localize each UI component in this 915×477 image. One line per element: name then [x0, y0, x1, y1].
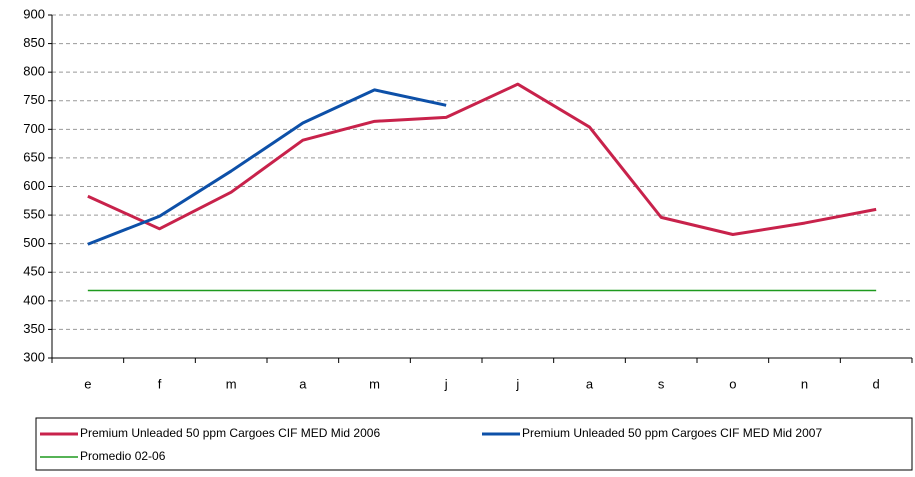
y-tick-label: 300: [23, 349, 45, 364]
x-tick-label: n: [801, 376, 808, 391]
y-tick-label: 550: [23, 207, 45, 222]
x-tick-label: m: [226, 376, 237, 391]
y-tick-label: 900: [23, 6, 45, 21]
x-tick-label: o: [729, 376, 736, 391]
y-tick-label: 600: [23, 178, 45, 193]
y-tick-label: 350: [23, 321, 45, 336]
x-tick-label: m: [369, 376, 380, 391]
legend-label: Premium Unleaded 50 ppm Cargoes CIF MED …: [80, 426, 380, 440]
legend-label: Premium Unleaded 50 ppm Cargoes CIF MED …: [522, 426, 822, 440]
y-tick-label: 750: [23, 92, 45, 107]
y-tick-label: 500: [23, 235, 45, 250]
y-tick-label: 400: [23, 292, 45, 307]
series-line: [87, 82, 877, 237]
series-line: [87, 88, 447, 246]
x-tick-label: d: [873, 376, 880, 391]
y-tick-label: 800: [23, 64, 45, 79]
x-tick-label: f: [158, 376, 162, 391]
x-tick-label: a: [299, 376, 307, 391]
y-tick-label: 700: [23, 121, 45, 136]
y-tick-label: 450: [23, 264, 45, 279]
x-tick-label: e: [84, 376, 91, 391]
legend-box: [35, 417, 913, 471]
x-tick-label: s: [658, 376, 665, 391]
x-tick-label: a: [586, 376, 594, 391]
y-tick-label: 650: [23, 149, 45, 164]
x-tick-label: j: [515, 376, 519, 391]
x-tick-label: j: [444, 376, 448, 391]
y-tick-label: 850: [23, 35, 45, 50]
legend-label: Promedio 02-06: [80, 449, 166, 463]
